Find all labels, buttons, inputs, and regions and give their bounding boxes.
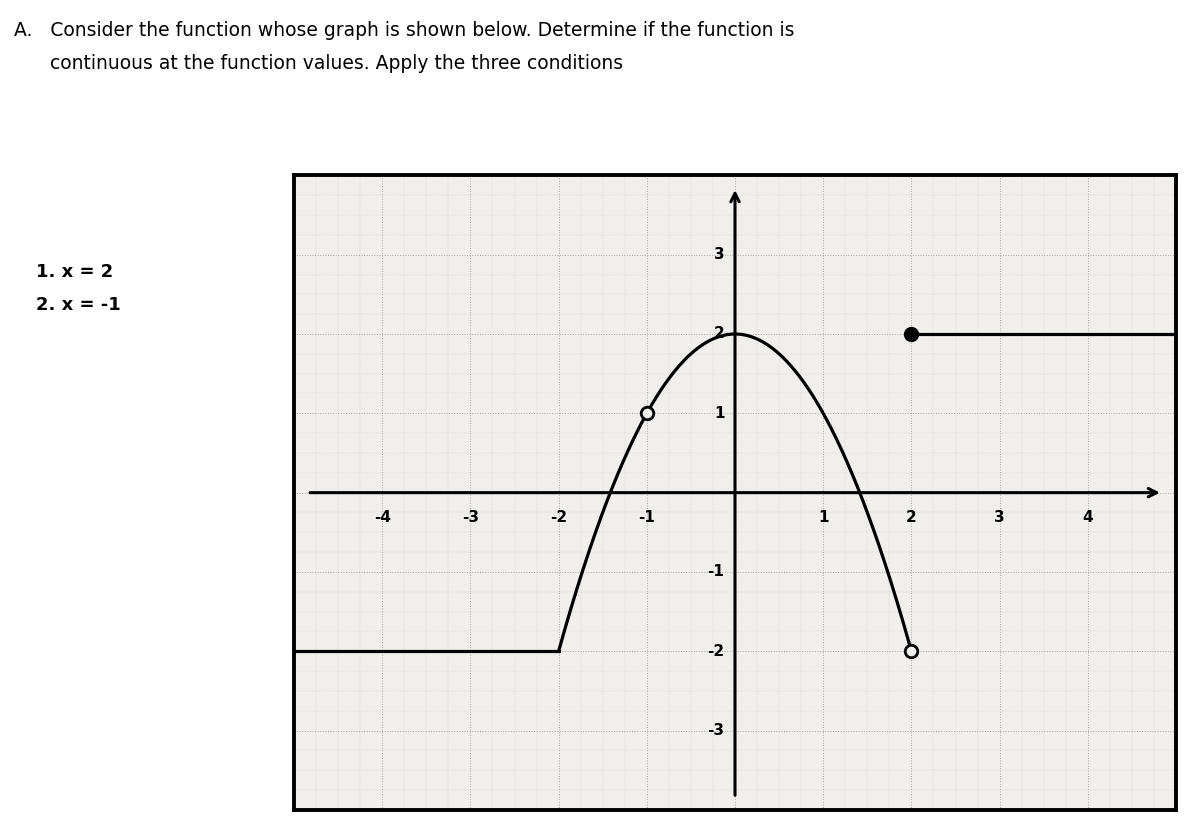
Text: 2: 2 [906, 510, 917, 525]
Text: -1: -1 [708, 564, 725, 579]
Text: 4: 4 [1082, 510, 1093, 525]
Text: 1: 1 [714, 406, 725, 421]
Text: 3: 3 [714, 247, 725, 262]
Text: -3: -3 [708, 723, 725, 738]
Text: -2: -2 [550, 510, 568, 525]
Text: -1: -1 [638, 510, 655, 525]
Text: A.   Consider the function whose graph is shown below. Determine if the function: A. Consider the function whose graph is … [14, 21, 794, 40]
Text: -3: -3 [462, 510, 479, 525]
Text: 2. x = -1: 2. x = -1 [36, 296, 121, 315]
Text: continuous at the function values. Apply the three conditions: continuous at the function values. Apply… [14, 54, 624, 73]
Text: -4: -4 [373, 510, 391, 525]
Text: 1: 1 [818, 510, 828, 525]
Text: 3: 3 [995, 510, 1004, 525]
Text: 1. x = 2: 1. x = 2 [36, 263, 113, 281]
Text: -2: -2 [707, 644, 725, 659]
Text: 2: 2 [714, 326, 725, 342]
